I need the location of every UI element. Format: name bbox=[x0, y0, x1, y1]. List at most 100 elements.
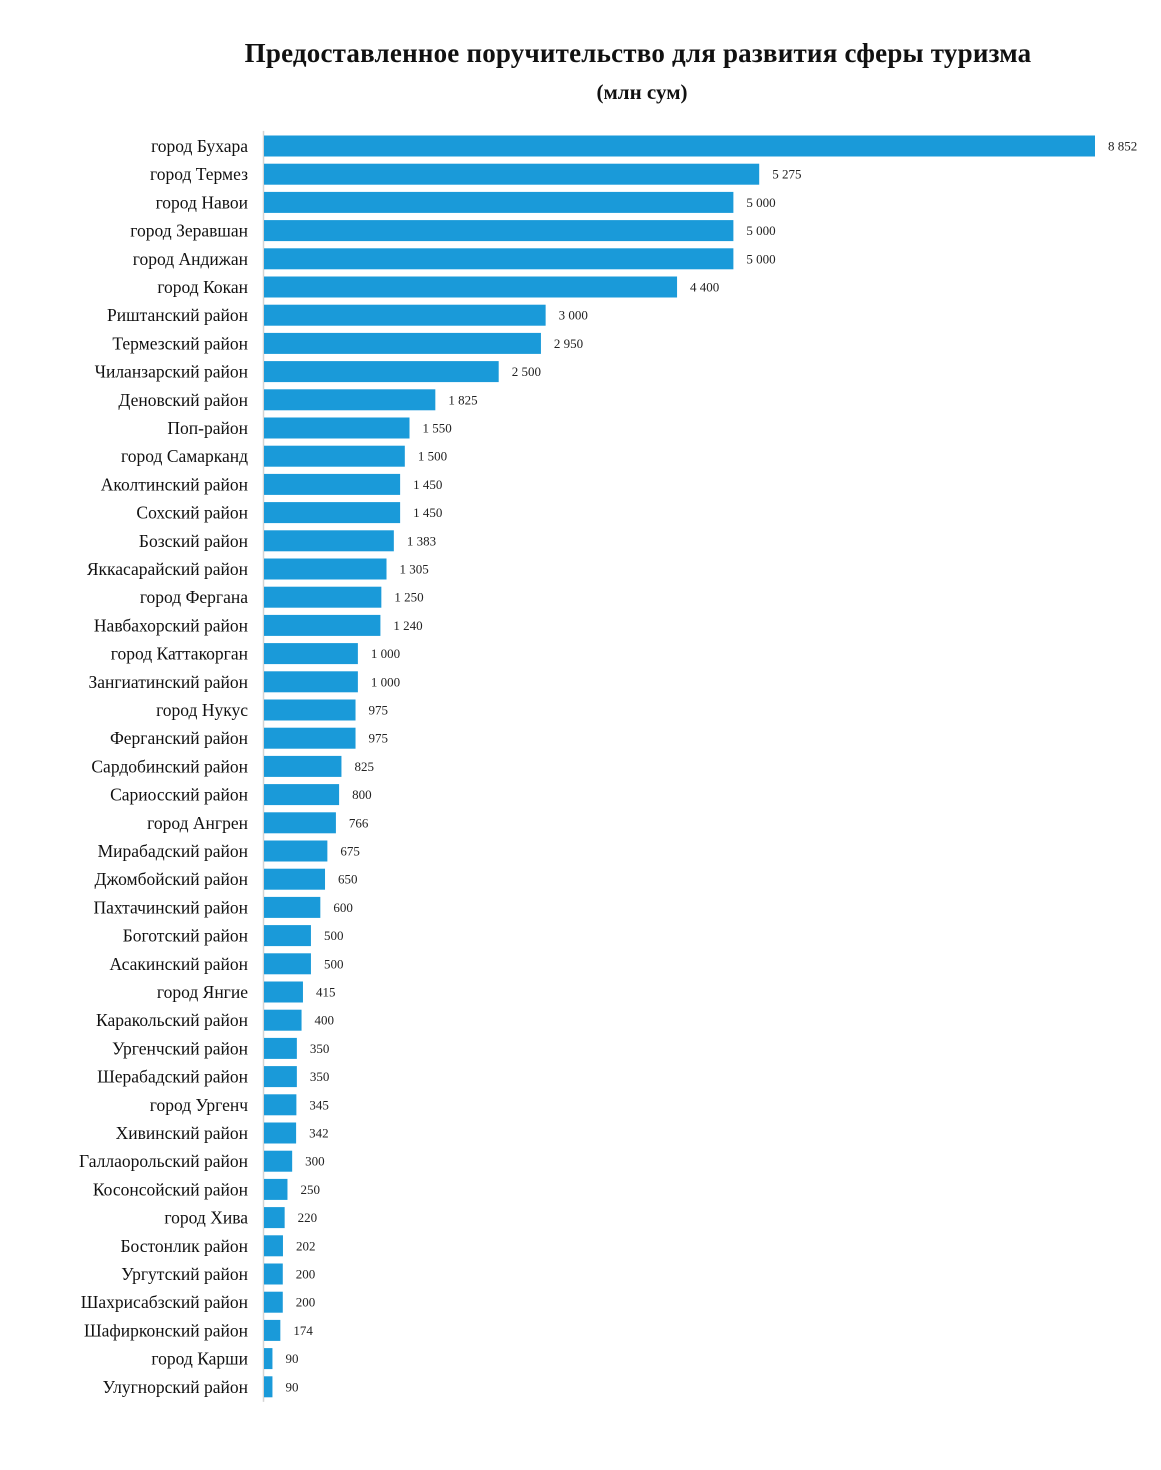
value-label: 90 bbox=[285, 1351, 298, 1366]
bar bbox=[264, 1066, 297, 1088]
bar bbox=[264, 896, 321, 918]
value-label: 975 bbox=[369, 703, 389, 718]
bar bbox=[264, 304, 546, 326]
value-label: 400 bbox=[315, 1013, 335, 1028]
value-label: 500 bbox=[324, 928, 344, 943]
bar bbox=[264, 502, 401, 524]
category-label: Боготский район bbox=[123, 926, 248, 946]
value-label: 5 275 bbox=[772, 167, 801, 182]
category-label: Навбахорский район bbox=[94, 615, 248, 635]
category-label: город Бухара bbox=[151, 136, 248, 156]
value-label: 1 383 bbox=[407, 533, 436, 548]
bar bbox=[264, 473, 401, 495]
bar bbox=[264, 1122, 297, 1144]
category-label: Пахтачинский район bbox=[93, 897, 248, 917]
category-label: Сариосский район bbox=[110, 785, 248, 805]
bar bbox=[264, 361, 499, 383]
category-label: Улугнорский район bbox=[103, 1377, 248, 1397]
bar bbox=[264, 586, 382, 608]
bar bbox=[264, 163, 760, 185]
category-label: Зангиатинский район bbox=[88, 672, 248, 692]
bar bbox=[264, 925, 311, 947]
chart-subtitle: (млн сум) bbox=[596, 80, 688, 104]
chart-title: Предоставленное поручительство для разви… bbox=[244, 38, 1032, 68]
value-label: 975 bbox=[369, 731, 389, 746]
category-label: Хивинский район bbox=[116, 1123, 248, 1143]
category-label: город Андижан bbox=[133, 249, 248, 269]
category-label: город Каттакорган bbox=[111, 644, 248, 664]
bar bbox=[264, 1178, 288, 1200]
value-label: 2 500 bbox=[512, 364, 541, 379]
category-label: Риштанский район bbox=[107, 305, 248, 325]
value-label: 1 825 bbox=[448, 392, 477, 407]
value-label: 1 000 bbox=[371, 674, 400, 689]
category-label: Ферганский район bbox=[110, 728, 248, 748]
bar bbox=[264, 1150, 293, 1172]
bar bbox=[264, 445, 405, 467]
bar bbox=[264, 727, 356, 749]
value-label: 345 bbox=[309, 1097, 329, 1112]
category-label: Шахрисабзский район bbox=[81, 1292, 248, 1312]
value-label: 174 bbox=[293, 1323, 313, 1338]
value-label: 342 bbox=[309, 1126, 329, 1141]
bar bbox=[264, 1319, 281, 1341]
bar bbox=[264, 389, 436, 411]
category-label: Каракольский район bbox=[96, 1010, 248, 1030]
value-label: 1 250 bbox=[394, 590, 423, 605]
category-label: Шафирконский район bbox=[84, 1320, 248, 1340]
value-label: 5 000 bbox=[746, 251, 775, 266]
category-label: город Самарканд bbox=[121, 446, 248, 466]
bar bbox=[264, 1348, 273, 1370]
value-label: 1 550 bbox=[423, 421, 452, 436]
bar bbox=[264, 981, 303, 1003]
bar bbox=[264, 868, 326, 890]
value-label: 1 000 bbox=[371, 646, 400, 661]
value-label: 650 bbox=[338, 872, 358, 887]
value-label: 500 bbox=[324, 956, 344, 971]
value-label: 766 bbox=[349, 815, 369, 830]
bar bbox=[264, 135, 1095, 157]
category-label: Ургутский район bbox=[121, 1264, 248, 1284]
category-label: Ургенчский район bbox=[112, 1038, 248, 1058]
value-label: 5 000 bbox=[746, 223, 775, 238]
category-label: Бостонлик район bbox=[120, 1236, 248, 1256]
category-label: город Хива bbox=[164, 1208, 248, 1228]
bar bbox=[264, 755, 342, 777]
value-label: 1 450 bbox=[413, 477, 442, 492]
value-label: 1 240 bbox=[393, 618, 422, 633]
category-label: Мирабадский район bbox=[98, 841, 248, 861]
bar bbox=[264, 1235, 283, 1257]
value-label: 1 305 bbox=[400, 562, 429, 577]
category-label: Деновский район bbox=[118, 390, 248, 410]
category-label: город Термез bbox=[150, 164, 248, 184]
bar bbox=[264, 699, 356, 721]
value-label: 220 bbox=[298, 1210, 318, 1225]
bar bbox=[264, 1376, 273, 1398]
bar bbox=[264, 276, 678, 298]
value-label: 1 500 bbox=[418, 449, 447, 464]
category-label: город Нукус bbox=[156, 700, 248, 720]
category-label: Поп-район bbox=[167, 418, 248, 438]
category-label: Бозский район bbox=[139, 531, 248, 551]
category-label: город Навои bbox=[156, 192, 248, 212]
category-label: город Янгие bbox=[157, 982, 248, 1002]
bar bbox=[264, 643, 358, 665]
category-label: Чиланзарский район bbox=[95, 362, 248, 382]
bar bbox=[264, 558, 387, 580]
bar bbox=[264, 220, 734, 242]
category-label: Сохский район bbox=[136, 503, 248, 523]
value-label: 300 bbox=[305, 1154, 325, 1169]
bar bbox=[264, 1009, 302, 1031]
bar bbox=[264, 248, 734, 270]
value-label: 675 bbox=[340, 844, 360, 859]
value-label: 2 950 bbox=[554, 336, 583, 351]
value-label: 3 000 bbox=[559, 308, 588, 323]
category-label: Галлаорольский район bbox=[79, 1151, 248, 1171]
value-label: 1 450 bbox=[413, 505, 442, 520]
category-label: Аколтинский район bbox=[101, 474, 248, 494]
category-label: Яккасарайский район bbox=[87, 559, 248, 579]
value-label: 350 bbox=[310, 1069, 330, 1084]
bar bbox=[264, 1207, 285, 1229]
category-label: город Ангрен bbox=[147, 813, 248, 833]
